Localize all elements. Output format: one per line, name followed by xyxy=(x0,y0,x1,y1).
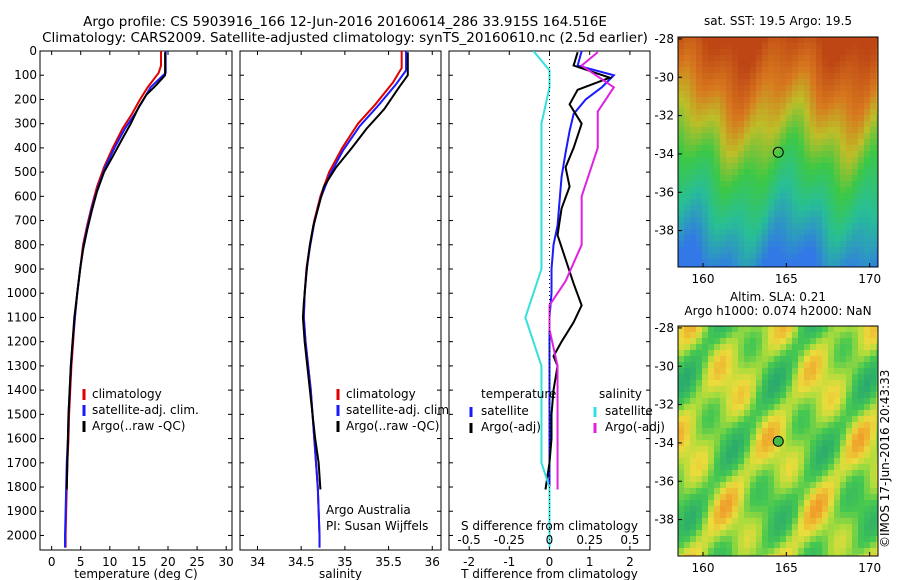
title-line-2: Climatology: CARS2009. Satellite-adjuste… xyxy=(42,30,648,46)
series-line xyxy=(544,51,613,490)
legend-label: satellite xyxy=(481,404,529,418)
x-tick-label: 10 xyxy=(102,555,117,569)
y-tick-label: 500 xyxy=(14,165,37,179)
x-tick-label: 20 xyxy=(160,555,175,569)
map-frame xyxy=(677,325,879,557)
x-tick-label: 34 xyxy=(250,555,265,569)
y-tick-label: 1800 xyxy=(6,480,37,494)
title-line-1: Argo profile: CS 5903916_166 12-Jun-2016… xyxy=(83,14,607,30)
y-tick-label: 1100 xyxy=(6,310,37,324)
map-y-tick-label: -32 xyxy=(654,398,674,412)
annotation-line-1: Argo Australia xyxy=(326,503,411,517)
y-tick-label: 2000 xyxy=(6,528,37,542)
x-tick-label: -2 xyxy=(463,555,475,569)
map-x-tick-label: 165 xyxy=(775,272,798,286)
x-tick-label: 30 xyxy=(219,555,234,569)
x-tick-label: 2 xyxy=(626,555,634,569)
map-x-tick-label: 160 xyxy=(692,272,715,286)
map-y-tick-label: -28 xyxy=(654,321,674,335)
y-tick-label: 300 xyxy=(14,117,37,131)
y-tick-label: 600 xyxy=(14,189,37,203)
map-x-tick-label: 170 xyxy=(858,561,881,575)
map-y-tick-label: -30 xyxy=(654,359,674,373)
annotation-line-2: PI: Susan Wijffels xyxy=(326,519,428,533)
map-y-tick-label: -32 xyxy=(654,109,674,123)
legend-label: Argo(..raw -QC) xyxy=(346,419,439,433)
imos-timestamp: ©IMOS 17-Jun-2016 20:43:33 xyxy=(878,369,892,548)
y-tick-label: 1900 xyxy=(6,504,37,518)
map-x-tick-label: 160 xyxy=(692,561,715,575)
x-tick-label: 15 xyxy=(131,555,146,569)
y-tick-label: 400 xyxy=(14,141,37,155)
y-tick-label: 800 xyxy=(14,238,37,252)
y-tick-label: 1300 xyxy=(6,359,37,373)
y-tick-label: 0 xyxy=(29,44,37,58)
profile-panel-2 xyxy=(239,50,442,551)
profile-panel-1 xyxy=(39,50,233,551)
x-tick-label: 25 xyxy=(189,555,204,569)
x-tick-label: 36 xyxy=(425,555,440,569)
sla-map-title-2: Argo h1000: 0.074 h2000: NaN xyxy=(684,304,871,318)
x-tick-label: 34.5 xyxy=(288,555,315,569)
y-tick-label: 1000 xyxy=(6,286,37,300)
x-tick-label: 0 xyxy=(546,555,554,569)
legend-label: climatology xyxy=(92,387,162,401)
y-tick-label: 100 xyxy=(14,68,37,82)
legend-label: Argo(..raw -QC) xyxy=(92,419,185,433)
y-tick-label: 1500 xyxy=(6,407,37,421)
y-tick-label: 1400 xyxy=(6,383,37,397)
x-tick-label: 35.5 xyxy=(375,555,402,569)
map-y-tick-label: -34 xyxy=(654,436,674,450)
legend-label: Argo(-adj) xyxy=(605,420,665,434)
map-y-tick-label: -38 xyxy=(654,513,674,527)
y-tick-label: 1200 xyxy=(6,335,37,349)
s-tick-label: 0.25 xyxy=(576,533,603,547)
series-line xyxy=(548,51,616,490)
x-tick-label: 0 xyxy=(48,555,56,569)
legend-label: climatology xyxy=(346,387,416,401)
map-frame xyxy=(677,36,879,268)
y-tick-label: 200 xyxy=(14,92,37,106)
y-tick-label: 700 xyxy=(14,214,37,228)
series-line xyxy=(301,52,409,490)
map-y-tick-label: -38 xyxy=(654,224,674,238)
map-y-tick-label: -36 xyxy=(654,185,674,199)
legend-label: satellite xyxy=(605,404,653,418)
legend-title-salinity: salinity xyxy=(599,387,642,401)
legend-title-temperature: temperature xyxy=(481,387,556,401)
x-axis-label: T difference from climatology xyxy=(460,567,638,580)
argo-location-marker xyxy=(772,435,784,447)
map-y-tick-label: -36 xyxy=(654,474,674,488)
x-axis-label: salinity xyxy=(319,567,362,580)
map-x-tick-label: 165 xyxy=(775,561,798,575)
map-y-tick-label: -28 xyxy=(654,32,674,46)
s-axis-label: S difference from climatology xyxy=(461,519,638,533)
legend-label: satellite-adj. clim. xyxy=(346,403,453,417)
s-tick-label: 0 xyxy=(546,533,554,547)
sla-map xyxy=(678,326,878,556)
legend-label: Argo(-adj) xyxy=(481,420,541,434)
y-tick-label: 900 xyxy=(14,262,37,276)
legend-label: satellite-adj. clim. xyxy=(92,403,199,417)
x-axis-label: temperature (deg C) xyxy=(74,567,197,580)
s-tick-label: -0.5 xyxy=(457,533,480,547)
x-tick-label: 35 xyxy=(337,555,352,569)
s-tick-label: 0.5 xyxy=(620,533,639,547)
map-y-tick-label: -30 xyxy=(654,70,674,84)
s-tick-label: -0.25 xyxy=(494,533,525,547)
y-tick-label: 1700 xyxy=(6,456,37,470)
series-line xyxy=(65,52,167,490)
sst-map-title: sat. SST: 19.5 Argo: 19.5 xyxy=(704,14,852,28)
x-tick-label: 5 xyxy=(77,555,85,569)
map-y-tick-label: -34 xyxy=(654,147,674,161)
sla-map-title-1: Altim. SLA: 0.21 xyxy=(730,290,826,304)
x-tick-label: 1 xyxy=(586,555,594,569)
map-x-tick-label: 170 xyxy=(858,272,881,286)
x-tick-label: -1 xyxy=(503,555,515,569)
sst-map xyxy=(678,37,878,267)
y-tick-label: 1600 xyxy=(6,432,37,446)
argo-location-marker xyxy=(772,146,784,158)
